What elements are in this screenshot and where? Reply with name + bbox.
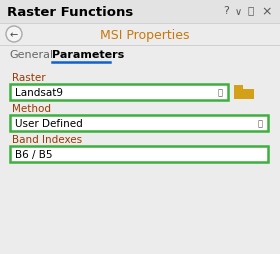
Bar	[10, 146, 268, 162]
Bar	[10, 116, 268, 132]
Text: ⌵: ⌵	[258, 119, 263, 128]
Text: Parameters: Parameters	[52, 50, 124, 60]
Text: ×: ×	[261, 6, 272, 19]
Bar	[0, 24, 280, 46]
Text: Method: Method	[12, 104, 51, 114]
Text: ⑆: ⑆	[247, 5, 253, 15]
Text: General: General	[9, 50, 53, 60]
Bar	[234, 86, 243, 90]
Text: ∨: ∨	[235, 7, 242, 17]
Circle shape	[6, 27, 22, 43]
Text: ⌵: ⌵	[218, 88, 223, 97]
Text: Raster Functions: Raster Functions	[7, 6, 133, 19]
Text: Landsat9: Landsat9	[15, 88, 63, 98]
Bar	[234, 90, 254, 100]
Text: ←: ←	[10, 30, 18, 40]
Text: Band Indexes: Band Indexes	[12, 134, 82, 145]
Bar	[10, 85, 228, 101]
Text: B6 / B5: B6 / B5	[15, 149, 53, 159]
Text: MSI Properties: MSI Properties	[100, 28, 190, 41]
Bar	[0, 0, 280, 24]
Text: Raster: Raster	[12, 73, 46, 83]
Text: User Defined: User Defined	[15, 119, 83, 129]
Text: ?: ?	[223, 6, 229, 16]
